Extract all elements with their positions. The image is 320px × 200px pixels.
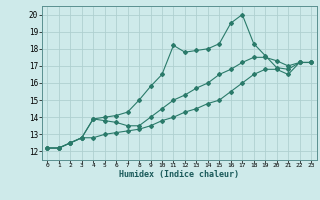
X-axis label: Humidex (Indice chaleur): Humidex (Indice chaleur) [119, 170, 239, 179]
